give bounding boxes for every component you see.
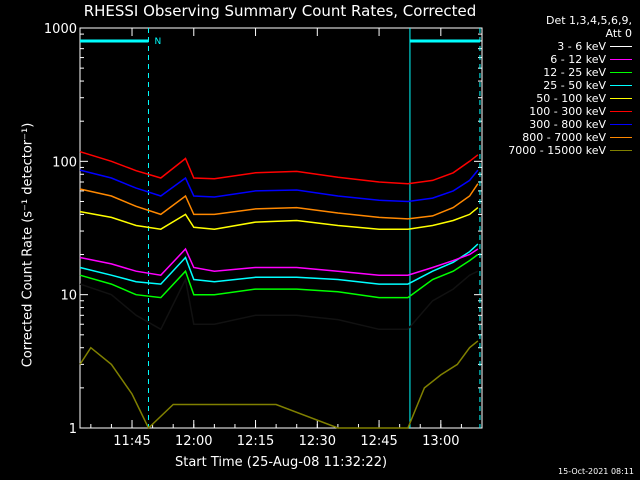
legend-label: 3 - 6 keV (557, 40, 606, 53)
legend-swatch (610, 124, 632, 125)
legend-entry: 3 - 6 keV (482, 40, 632, 53)
legend-swatch (610, 72, 632, 73)
series-line-8 (79, 183, 479, 220)
legend-entry: 12 - 25 keV (482, 66, 632, 79)
y-tick-label: 1000 (44, 22, 77, 37)
legend-label: 800 - 7000 keV (522, 131, 606, 144)
legend-label: 50 - 100 keV (536, 92, 606, 105)
series-line-5 (79, 207, 479, 230)
legend-swatch (610, 137, 632, 138)
legend-swatch (610, 46, 632, 47)
legend-header-detectors: Det 1,3,4,5,6,9, (545, 14, 632, 27)
legend-header-attenuator: Att 0 (605, 27, 632, 40)
legend-swatch (610, 98, 632, 99)
legend-label: 25 - 50 keV (543, 79, 606, 92)
chart-title: RHESSI Observing Summary Count Rates, Co… (83, 2, 477, 20)
legend-label: 6 - 12 keV (550, 53, 606, 66)
legend: Det 1,3,4,5,6,9, Att 0 3 - 6 keV 6 - 12 k… (482, 14, 632, 157)
legend-label: 100 - 300 keV (529, 105, 606, 118)
flag-label: N (154, 37, 161, 47)
series-line-1 (79, 270, 479, 331)
x-tick-label: 12:30 (299, 434, 336, 449)
legend-swatch (610, 85, 632, 86)
timestamp: 15-Oct-2021 08:11 (558, 467, 634, 476)
y-axis-label: Corrected Count Rate (s⁻¹ detector⁻¹) (20, 122, 36, 368)
legend-entry: 300 - 800 keV (482, 118, 632, 131)
x-tick-label: 12:15 (237, 434, 274, 449)
series-line-4 (79, 243, 479, 285)
y-tick-label: 100 (52, 155, 77, 170)
series-line-3 (79, 253, 479, 299)
x-tick-label: 12:45 (360, 434, 397, 449)
legend-swatch (610, 111, 632, 112)
plot-frame (79, 27, 483, 429)
x-tick-label: 11:45 (113, 434, 150, 449)
y-tick-label: 1 (69, 422, 77, 437)
legend-entry: 7000 - 15000 keV (482, 144, 632, 157)
y-tick-label: 10 (60, 289, 77, 304)
legend-entry: 6 - 12 keV (482, 53, 632, 66)
legend-entry: 100 - 300 keV (482, 105, 632, 118)
legend-swatch (610, 150, 632, 151)
legend-swatch (610, 59, 632, 60)
x-tick-label: 13:00 (422, 434, 459, 449)
x-axis-label: Start Time (25-Aug-08 11:32:22) (174, 455, 388, 470)
series-line-6 (79, 150, 479, 185)
legend-label: 12 - 25 keV (543, 66, 606, 79)
legend-label: 300 - 800 keV (529, 118, 606, 131)
series-line-7 (79, 169, 479, 203)
legend-entry: 25 - 50 keV (482, 79, 632, 92)
series-line-2 (79, 247, 479, 277)
legend-label: 7000 - 15000 keV (508, 144, 606, 157)
legend-entry: 800 - 7000 keV (482, 131, 632, 144)
x-tick-label: 12:00 (175, 434, 212, 449)
legend-entry: 50 - 100 keV (482, 92, 632, 105)
series-line-9 (79, 340, 479, 430)
